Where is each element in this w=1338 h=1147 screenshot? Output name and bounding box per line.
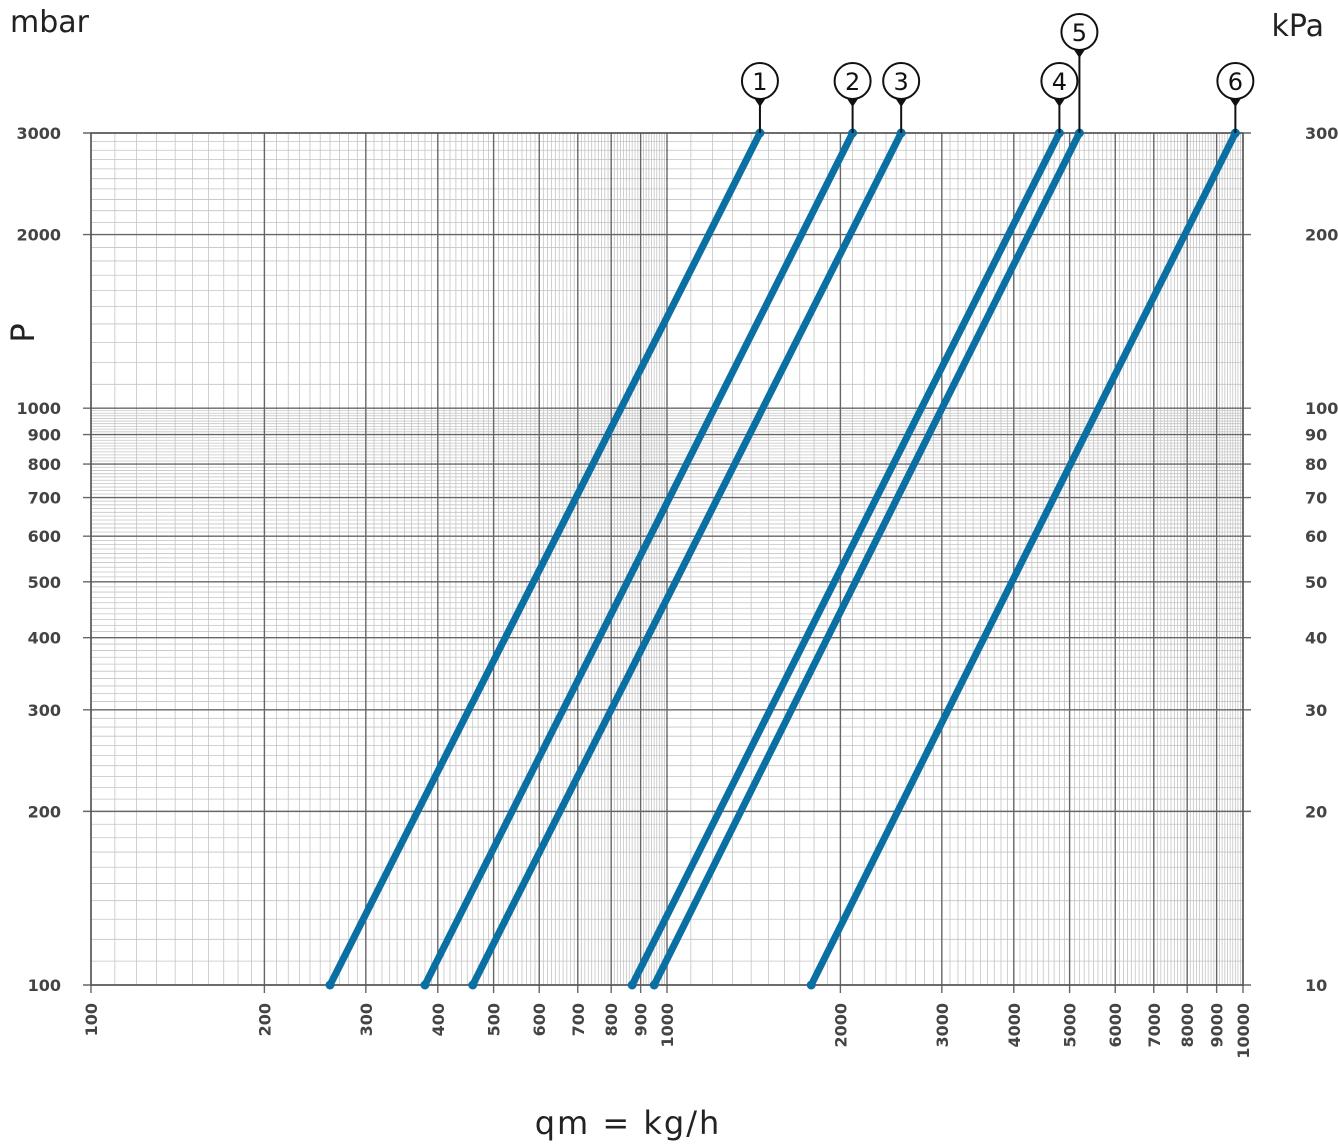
series-start-point-1 (325, 980, 335, 990)
series-line-3 (469, 129, 905, 989)
y-tick-label-right: 90 (1305, 426, 1327, 445)
marker-label-2: 2 (845, 68, 860, 96)
y-tick-label-right: 60 (1305, 527, 1327, 546)
series-marker-4: 4 (1040, 62, 1079, 133)
series-line-1 (326, 129, 764, 989)
series-marker-3: 3 (882, 62, 921, 133)
marker-circle-1 (740, 62, 779, 100)
y-axis-title: P (4, 321, 42, 342)
x-tick-label: 400 (429, 1003, 448, 1036)
y-tick-label-left: 700 (28, 489, 61, 508)
series-start-point-4 (627, 980, 637, 990)
series-markers: 1 2 3 45 6 (740, 13, 1255, 133)
y-tick-label-left: 1000 (16, 399, 61, 418)
y-tick-label-left: 100 (28, 976, 61, 995)
marker-label-3: 3 (894, 68, 909, 96)
x-tick-label: 100 (82, 1003, 101, 1036)
marker-label-1: 1 (752, 68, 767, 96)
x-tick-label: 5000 (1061, 1003, 1080, 1048)
y-tick-label-right: 100 (1305, 399, 1338, 418)
plot-frame (90, 132, 1244, 986)
series-line-6 (807, 129, 1239, 989)
y-tick-label-right: 20 (1305, 802, 1327, 821)
marker-label-6: 6 (1228, 68, 1243, 96)
marker-circle-2 (833, 62, 872, 100)
y-tick-label-left: 400 (28, 629, 61, 648)
marker-circle-5 (1060, 13, 1099, 51)
y-tick-label-left: 300 (28, 701, 61, 720)
series-start-point-3 (468, 980, 478, 990)
series-marker-5: 5 (1060, 13, 1099, 133)
x-tick-label: 3000 (933, 1003, 952, 1048)
y-tick-label-right: 50 (1305, 573, 1327, 592)
x-tick-label: 1000 (658, 1003, 677, 1048)
y-right-unit-label: kPa (1272, 9, 1325, 44)
marker-label-5: 5 (1072, 19, 1087, 47)
x-tick-label: 8000 (1178, 1003, 1197, 1048)
x-tick-label: 4000 (1005, 1003, 1024, 1048)
series-start-point-5 (649, 980, 659, 990)
series-start-point-2 (420, 980, 430, 990)
marker-circle-3 (882, 62, 921, 100)
series-marker-6: 6 (1216, 62, 1255, 133)
y-tick-label-left: 200 (28, 802, 61, 821)
x-tick-label: 7000 (1145, 1003, 1164, 1048)
x-axis-title: qm = kg/h (535, 1104, 722, 1142)
y-tick-label-left: 3000 (16, 124, 61, 143)
x-tick-label: 800 (602, 1003, 621, 1036)
x-tick-label: 9000 (1208, 1003, 1227, 1048)
y-tick-label-right: 10 (1305, 976, 1327, 995)
series-line-2 (421, 129, 857, 989)
y-axis-right-ticks: 10 20 30 40 50 60 70 80 90 100 200 300 (1305, 124, 1338, 995)
x-tick-label: 300 (357, 1003, 376, 1036)
series-line-4 (628, 129, 1063, 989)
y-tick-label-left: 800 (28, 455, 61, 474)
y-tick-label-right: 200 (1305, 226, 1338, 245)
y-tick-label-right: 80 (1305, 455, 1327, 474)
series-lines (325, 128, 1240, 990)
x-tick-label: 6000 (1106, 1003, 1125, 1048)
y-tick-label-left: 900 (28, 426, 61, 445)
series-line-5 (650, 129, 1083, 989)
y-tick-label-right: 70 (1305, 489, 1327, 508)
marker-circle-4 (1040, 62, 1079, 100)
y-tick-label-right: 40 (1305, 629, 1327, 648)
x-tick-label: 900 (632, 1003, 651, 1036)
y-tick-label-left: 2000 (16, 226, 61, 245)
marker-circle-6 (1216, 62, 1255, 100)
x-tick-label: 200 (255, 1003, 274, 1036)
x-tick-label: 2000 (831, 1003, 850, 1048)
x-tick-label: 600 (530, 1003, 549, 1036)
y-tick-label-right: 300 (1305, 124, 1338, 143)
y-tick-label-left: 500 (28, 573, 61, 592)
series-start-point-6 (806, 980, 816, 990)
x-axis-ticks: 100 200 300 400 500 600 700 800 900 1000 2000 3000 4… (82, 1003, 1253, 1059)
y-left-unit-label: mbar (10, 5, 90, 40)
x-tick-label: 500 (485, 1003, 504, 1036)
x-tick-label: 10000 (1234, 1003, 1253, 1059)
marker-label-4: 4 (1052, 68, 1067, 96)
y-tick-label-left: 600 (28, 527, 61, 546)
y-tick-label-right: 30 (1305, 701, 1327, 720)
series-marker-1: 1 (740, 62, 779, 133)
y-axis-left-ticks: 100 200 300 400 500 600 700 800 900 1000 2000 3000 (16, 124, 61, 995)
x-tick-label: 700 (569, 1003, 588, 1036)
major-gridlines (83, 132, 1251, 993)
series-marker-2: 2 (833, 62, 872, 133)
